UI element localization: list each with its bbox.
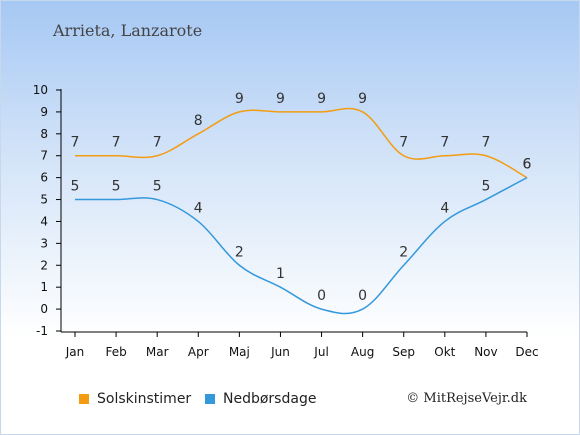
sun-hours-data-label: 6	[523, 157, 532, 173]
y-tick-label: 2	[40, 258, 48, 272]
sun-hours-data-label: 7	[481, 135, 490, 151]
rain-days-data-label: 6	[523, 157, 532, 173]
legend-rain-label: Nedbørsdage	[223, 391, 317, 407]
location-title: Arrieta, Lanzarote	[53, 21, 203, 40]
copyright: © MitRejseVejr.dk	[406, 391, 527, 406]
rain-days-data-label: 4	[194, 200, 203, 216]
sun-hours-data-label: 9	[358, 91, 367, 107]
y-tick-label: 9	[40, 105, 48, 119]
legend-rain-swatch	[205, 394, 215, 404]
y-tick-label: 5	[40, 193, 48, 207]
legend-sun-swatch	[79, 394, 89, 404]
y-tick-label: 1	[40, 280, 48, 294]
y-tick-label: 3	[40, 236, 48, 250]
x-tick-label: Jan	[65, 345, 85, 359]
x-tick-label: Aug	[351, 345, 374, 359]
x-tick-label: Okt	[434, 345, 455, 359]
rain-days-data-label: 0	[317, 288, 326, 304]
y-tick-label: 8	[40, 127, 48, 141]
y-tick-label: 10	[33, 83, 48, 97]
rain-days-data-label: 5	[153, 179, 162, 195]
x-tick-label: Sep	[392, 345, 415, 359]
sun-hours-data-label: 9	[317, 91, 326, 107]
rain-days-data-label: 1	[276, 266, 285, 282]
x-tick-label: Maj	[229, 345, 250, 359]
sun-hours-data-label: 9	[276, 91, 285, 107]
x-tick-label: Jul	[313, 345, 328, 359]
legend-sun: Solskinstimer	[79, 391, 191, 407]
rain-days-data-label: 5	[481, 179, 490, 195]
rain-days-data-label: 2	[235, 244, 244, 260]
y-tick-label: 0	[40, 302, 48, 316]
y-tick-label: -1	[36, 324, 48, 338]
rain-days-data-label: 0	[358, 288, 367, 304]
rain-days-data-label: 4	[440, 200, 449, 216]
legend-sun-label: Solskinstimer	[97, 391, 192, 407]
x-tick-label: Mar	[146, 345, 169, 359]
x-tick-label: Feb	[105, 345, 126, 359]
sun-hours-data-label: 8	[194, 113, 203, 129]
rain-days-data-label: 5	[112, 179, 121, 195]
x-tick-label: Jun	[270, 345, 290, 359]
y-tick-label: 4	[40, 214, 48, 228]
sun-hours-series-line	[75, 107, 528, 179]
sun-hours-data-label: 7	[112, 135, 121, 151]
x-tick-label: Dec	[515, 345, 538, 359]
sun-hours-data-label: 7	[153, 135, 162, 151]
y-tick-label: 7	[40, 149, 48, 163]
rain-days-data-label: 2	[399, 244, 408, 260]
sun-hours-data-label: 7	[399, 135, 408, 151]
x-tick-label: Apr	[188, 345, 209, 359]
sun-hours-data-label: 7	[440, 135, 449, 151]
legend-rain: Nedbørsdage	[205, 391, 316, 407]
x-tick-label: Nov	[474, 345, 497, 359]
sun-hours-data-label: 7	[71, 135, 80, 151]
rain-days-data-label: 5	[71, 179, 80, 195]
rain-days-series-line	[74, 176, 528, 315]
y-tick-label: 6	[40, 171, 48, 185]
sun-hours-data-label: 9	[235, 91, 244, 107]
